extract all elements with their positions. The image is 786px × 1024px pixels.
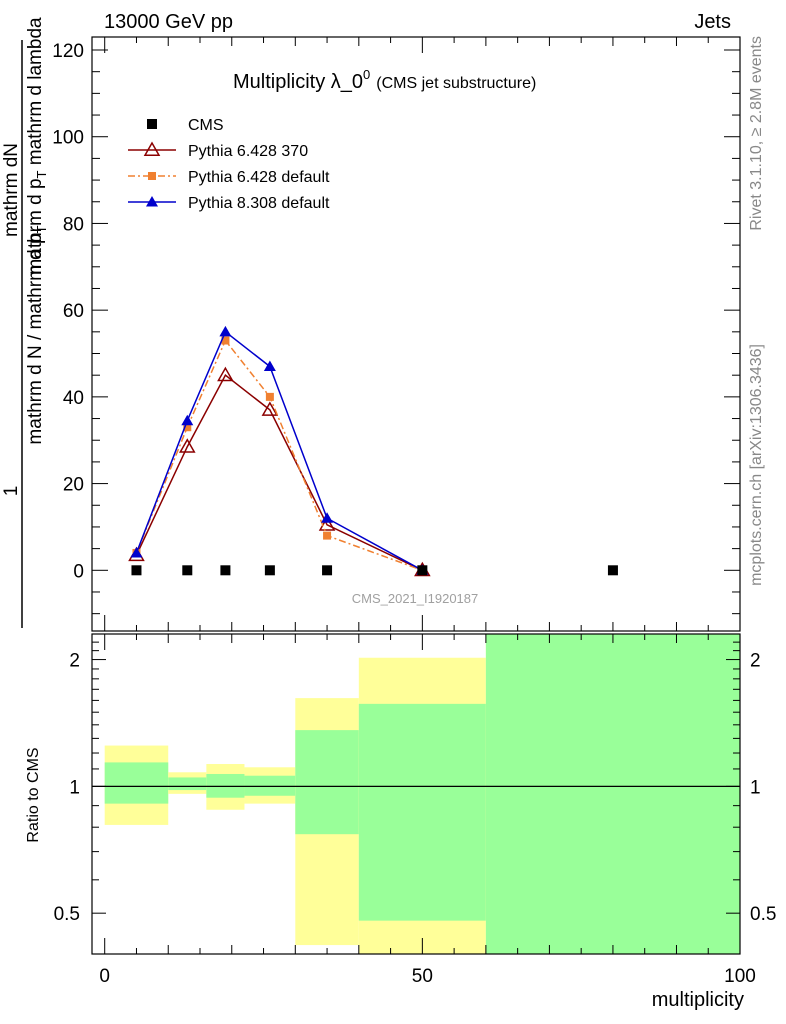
ratio-ytick-label-right: 0.5 bbox=[750, 904, 776, 925]
header-left: 13000 GeV pp bbox=[104, 11, 233, 33]
legend-entry-3: Pythia 8.308 default bbox=[128, 195, 330, 212]
main-ytick-label: 60 bbox=[63, 301, 84, 322]
series-2-point bbox=[265, 392, 274, 401]
analysis-watermark: CMS_2021_I1920187 bbox=[352, 591, 479, 606]
main-y-label: 1 mathrm d N / mathrm d pT mathrm dN mat… bbox=[1, 17, 49, 628]
ratio-ytick-label-right: 1 bbox=[750, 777, 761, 798]
series-1-point bbox=[217, 366, 234, 382]
main-ytick-label: 0 bbox=[73, 561, 84, 582]
ratio-frame bbox=[91, 633, 741, 955]
header-right: Jets bbox=[694, 11, 731, 33]
mcplots-label: mcplots.cern.ch [arXiv:1306.3436] bbox=[748, 344, 765, 586]
series-0 bbox=[131, 565, 618, 576]
series-0-point bbox=[182, 565, 193, 576]
series-0-point bbox=[322, 565, 333, 576]
series-line-2 bbox=[135, 339, 423, 572]
ratio-band-inner-6 bbox=[485, 634, 740, 954]
legend: CMS Pythia 6.428 370 Pythia 6.428 default P… bbox=[128, 117, 330, 212]
legend-label: Pythia 6.428 370 bbox=[188, 143, 308, 160]
ratio-axes: 0.5 0.5 1 1 2 2 0 50 100 bbox=[54, 633, 776, 987]
series-0-point bbox=[607, 565, 618, 576]
series-2-point bbox=[323, 531, 332, 540]
ratio-band-inner-5 bbox=[358, 703, 486, 921]
main-ytick-label: 100 bbox=[52, 128, 84, 149]
ratio-band-inner-4 bbox=[295, 730, 359, 835]
ratio-band-inner-1 bbox=[168, 777, 207, 791]
series-3-point bbox=[219, 325, 232, 337]
xtick-label: 50 bbox=[412, 966, 433, 987]
series-line-1 bbox=[135, 374, 423, 571]
series-1-point bbox=[261, 401, 279, 416]
series-0-point bbox=[220, 565, 231, 576]
series-line-3 bbox=[135, 330, 423, 571]
legend-label: Pythia 6.428 default bbox=[188, 169, 330, 186]
ylabel-den: mathrm d pT mathrm d lambda bbox=[25, 17, 49, 275]
rivet-label: Rivet 3.1.10, ≥ 2.8M events bbox=[748, 36, 765, 231]
series-3-point bbox=[181, 414, 194, 426]
series-3-point bbox=[130, 546, 143, 558]
legend-marker bbox=[143, 141, 161, 156]
ratio-ytick-label-left: 1 bbox=[69, 777, 80, 798]
series-2-point bbox=[221, 336, 230, 345]
legend-marker bbox=[147, 119, 157, 129]
legend-entry-1: Pythia 6.428 370 bbox=[128, 141, 308, 160]
legend-entry-0: CMS bbox=[147, 117, 224, 134]
legend-marker bbox=[146, 196, 158, 207]
main-ytick-label: 20 bbox=[63, 475, 84, 496]
xtick-label: 0 bbox=[99, 966, 110, 987]
main-frame bbox=[91, 36, 741, 632]
series-3-point bbox=[263, 360, 276, 372]
plot-title: Multiplicity λ_00 (CMS jet substructure) bbox=[233, 67, 536, 93]
series-1 bbox=[128, 366, 431, 577]
plot-title-main: Multiplicity λ_0 bbox=[233, 71, 363, 93]
ratio-band-inner-3 bbox=[244, 775, 296, 796]
x-axis-label: multiplicity bbox=[652, 989, 744, 1011]
series-3-point bbox=[321, 512, 334, 523]
ylabel-num: mathrm dN bbox=[1, 143, 22, 237]
series-3 bbox=[130, 325, 429, 575]
plot-title-sup: 0 bbox=[363, 67, 370, 82]
series-2-point bbox=[183, 423, 192, 432]
ratio-bands bbox=[104, 634, 740, 954]
ratio-ytick-label-left: 0.5 bbox=[54, 904, 80, 925]
legend-label: Pythia 8.308 default bbox=[188, 195, 330, 212]
ylabel-outer-den: mathrm d N / mathrm d pT bbox=[25, 225, 49, 444]
xtick-label: 100 bbox=[724, 966, 756, 987]
main-ytick-label: 40 bbox=[63, 388, 84, 409]
main-ytick-label: 120 bbox=[52, 41, 84, 62]
ratio-y-label: Ratio to CMS bbox=[25, 747, 42, 842]
main-ytick-label: 80 bbox=[63, 214, 84, 235]
series-1-point bbox=[318, 516, 336, 531]
ratio-ytick-label-right: 2 bbox=[750, 651, 761, 672]
series-layer bbox=[128, 325, 618, 577]
ratio-ytick-label-left: 2 bbox=[69, 651, 80, 672]
series-2 bbox=[132, 336, 427, 575]
legend-label: CMS bbox=[188, 117, 224, 134]
series-1-point bbox=[179, 438, 196, 453]
legend-marker bbox=[148, 172, 156, 180]
ylabel-outer-num: 1 bbox=[1, 486, 22, 497]
series-0-point bbox=[264, 565, 275, 576]
series-0-point bbox=[417, 565, 428, 576]
ratio-band-inner-0 bbox=[104, 762, 169, 804]
series-0-point bbox=[131, 565, 142, 576]
plot-subtitle: (CMS jet substructure) bbox=[376, 75, 536, 92]
legend-entry-2: Pythia 6.428 default bbox=[128, 169, 330, 186]
main-axes: 0 20 40 60 80 100 120 bbox=[52, 36, 741, 632]
